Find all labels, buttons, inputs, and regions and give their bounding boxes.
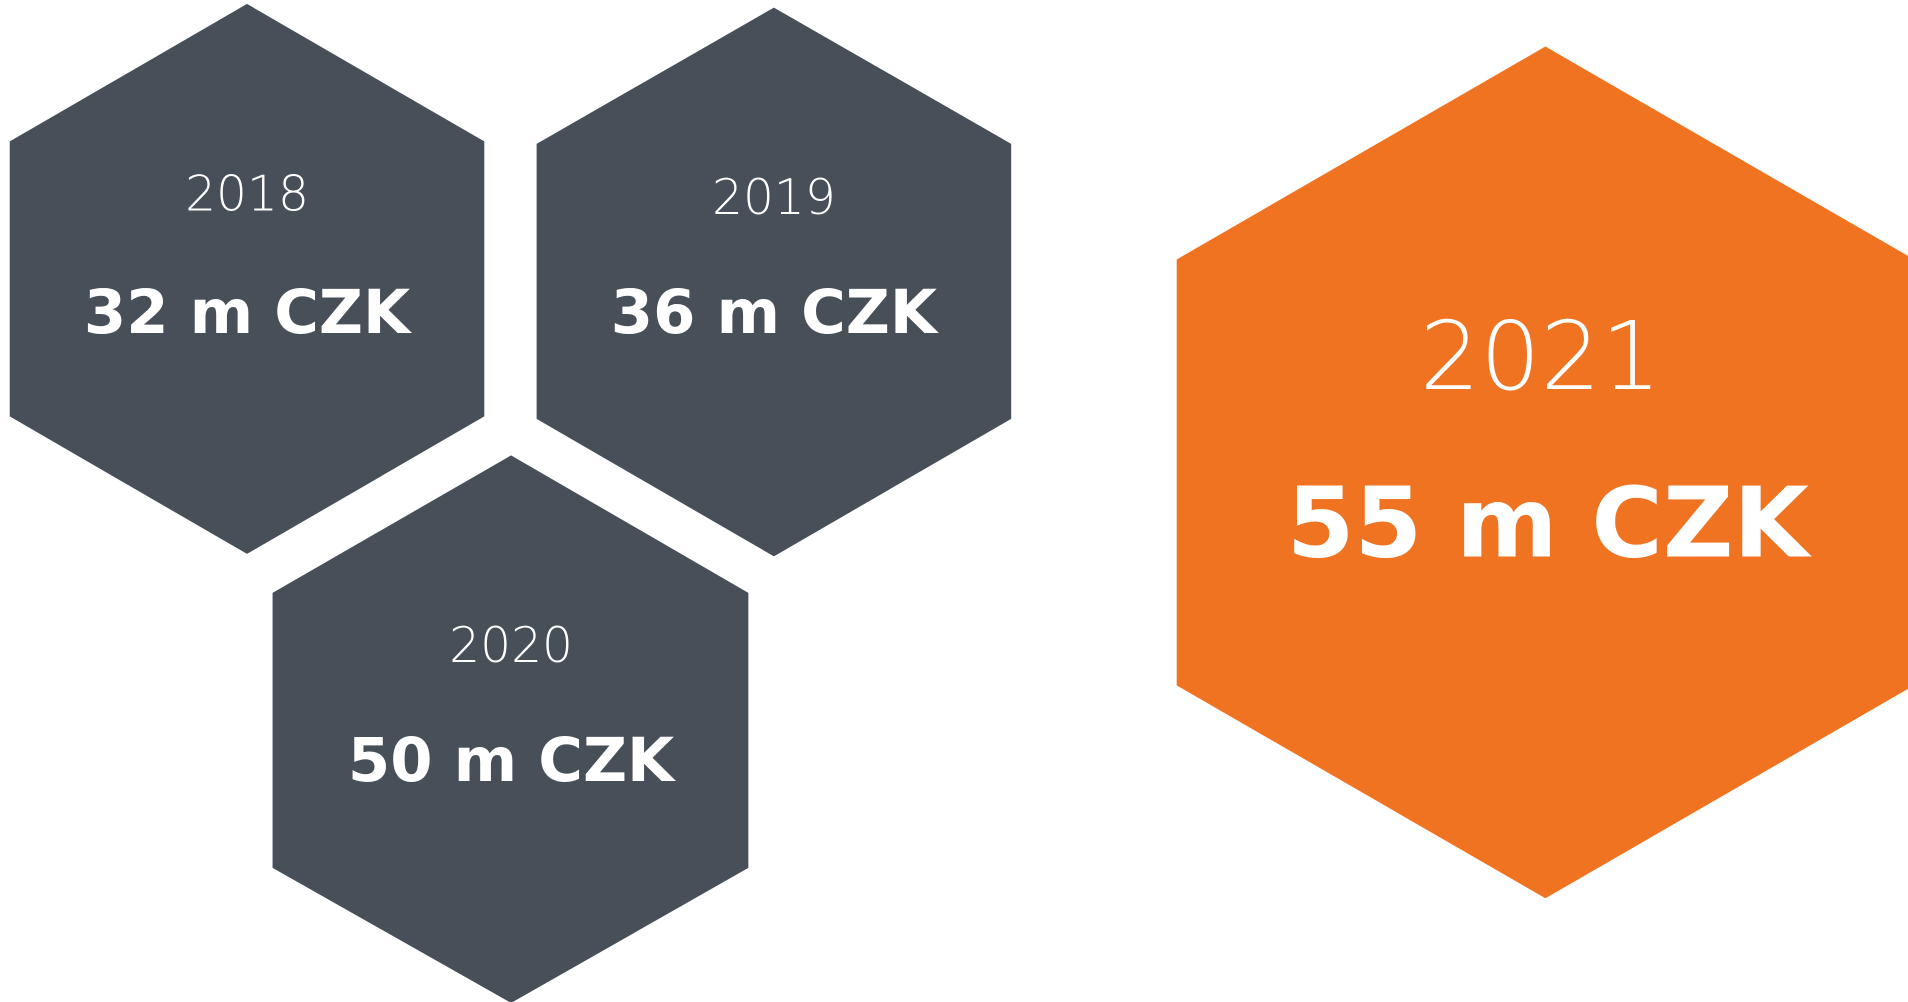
year-label: 2021 xyxy=(1420,302,1662,412)
year-label: 2018 xyxy=(185,166,309,222)
year-label: 2019 xyxy=(712,170,836,226)
value-label: 36 m CZK xyxy=(611,278,939,348)
hexagon xyxy=(272,455,749,1002)
hexagon xyxy=(9,3,485,554)
value-label: 55 m CZK xyxy=(1287,466,1813,579)
hexagon-highlight xyxy=(1176,46,1908,899)
value-label: 32 m CZK xyxy=(84,278,412,348)
year-label: 2020 xyxy=(449,618,573,674)
value-label: 50 m CZK xyxy=(348,726,676,796)
hexagon xyxy=(536,7,1012,557)
